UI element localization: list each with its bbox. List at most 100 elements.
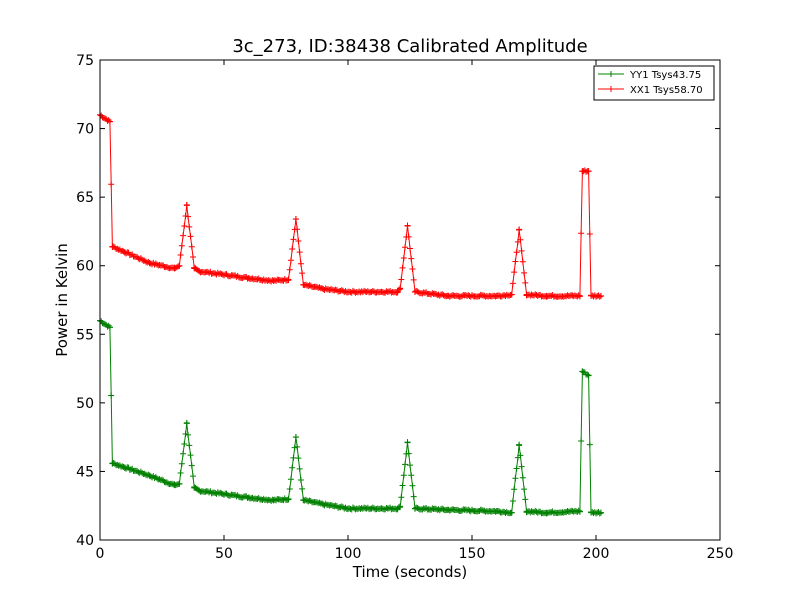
- data-point-marker: [289, 464, 296, 471]
- data-point-marker: [404, 439, 411, 446]
- y-tick-label: 50: [76, 396, 94, 412]
- data-point-marker: [176, 262, 183, 269]
- data-point-marker: [108, 392, 115, 399]
- data-point-marker: [187, 452, 194, 459]
- x-axis: 0 50 100 150 200 250: [96, 60, 734, 562]
- data-point-marker: [405, 450, 412, 457]
- data-point-marker: [299, 270, 306, 277]
- data-point-marker: [405, 233, 412, 240]
- data-point-marker: [185, 213, 192, 220]
- data-point-marker: [522, 496, 529, 503]
- data-point-marker: [400, 254, 407, 261]
- data-point-marker: [398, 494, 405, 501]
- legend-box: [593, 65, 715, 101]
- data-point-marker: [286, 266, 293, 273]
- data-point-marker: [180, 232, 187, 239]
- data-point-marker: [285, 495, 292, 502]
- data-point-marker: [585, 372, 592, 379]
- data-point-marker: [398, 276, 405, 283]
- data-point-marker: [183, 202, 190, 209]
- data-point-marker: [106, 324, 113, 331]
- data-point-marker: [408, 255, 415, 262]
- data-point-marker: [190, 473, 196, 480]
- data-point-marker: [511, 269, 518, 276]
- data-point-marker: [508, 291, 515, 298]
- data-point-marker: [410, 493, 417, 500]
- data-point-marker: [289, 246, 296, 253]
- data-point-marker: [186, 223, 193, 230]
- legend: YY1 Tsys43.75 XX1 Tsys58.70: [593, 65, 715, 101]
- data-point-marker: [513, 249, 520, 256]
- data-point-marker: [185, 431, 192, 438]
- data-point-marker: [188, 462, 195, 469]
- data-point-marker: [178, 242, 185, 249]
- data-point-marker: [178, 460, 185, 467]
- data-point-marker: [299, 485, 306, 492]
- data-point-marker: [407, 245, 413, 252]
- data-point-marker: [408, 472, 415, 479]
- data-point-marker: [597, 509, 604, 516]
- data-point-marker: [187, 233, 194, 240]
- data-point-marker: [586, 441, 593, 448]
- data-point-marker: [399, 264, 406, 271]
- data-point-marker: [297, 260, 304, 267]
- data-point-marker: [108, 181, 115, 188]
- data-point-marker: [292, 434, 299, 441]
- data-point-marker: [297, 476, 304, 483]
- data-point-marker: [290, 236, 297, 243]
- data-point-marker: [509, 498, 516, 505]
- data-point-marker: [519, 258, 526, 265]
- data-point-marker: [517, 236, 524, 243]
- data-point-marker: [404, 222, 411, 229]
- y-tick-label: 65: [76, 190, 94, 206]
- data-point-marker: [186, 442, 193, 449]
- data-point-marker: [513, 465, 520, 472]
- x-tick-label: 0: [96, 546, 105, 562]
- data-point-marker: [584, 371, 591, 378]
- series-markers-1: [97, 111, 604, 300]
- data-point-marker: [578, 230, 585, 237]
- data-point-marker: [511, 486, 518, 493]
- y-tick-label: 40: [76, 533, 94, 549]
- data-point-marker: [180, 450, 187, 457]
- x-tick-label: 200: [583, 546, 610, 562]
- data-point-marker: [517, 452, 524, 459]
- data-point-marker: [292, 216, 299, 223]
- data-point-marker: [287, 476, 294, 483]
- x-tick-label: 250: [707, 546, 734, 562]
- data-point-marker: [190, 253, 196, 260]
- data-point-marker: [183, 420, 190, 427]
- data-point-marker: [294, 226, 301, 233]
- data-point-marker: [518, 247, 525, 254]
- data-point-marker: [397, 286, 404, 293]
- data-point-marker: [512, 475, 519, 482]
- data-point-marker: [188, 243, 195, 250]
- data-point-marker: [287, 257, 294, 264]
- y-tick-label: 60: [76, 259, 94, 275]
- data-point-marker: [106, 118, 113, 125]
- data-point-marker: [596, 293, 603, 300]
- data-point-marker: [409, 482, 416, 489]
- data-point-marker: [576, 292, 583, 299]
- data-point-marker: [295, 455, 302, 462]
- data-point-marker: [175, 263, 182, 270]
- data-point-marker: [410, 276, 417, 283]
- y-axis: 40 45 50 55 60 65 70 75: [76, 53, 720, 549]
- data-point-marker: [516, 442, 523, 449]
- data-point-marker: [402, 244, 409, 251]
- x-tick-label: 50: [215, 546, 233, 562]
- data-point-marker: [402, 461, 409, 468]
- legend-marker-1: [608, 86, 614, 92]
- data-point-marker: [177, 251, 184, 258]
- data-point-marker: [586, 231, 593, 238]
- data-point-marker: [576, 508, 583, 515]
- data-point-marker: [296, 465, 303, 472]
- y-axis-label: Power in Kelvin: [53, 243, 71, 357]
- data-point-marker: [399, 482, 406, 489]
- legend-label-0: YY1 Tsys43.75: [629, 70, 701, 81]
- y-tick-label: 55: [76, 327, 94, 343]
- data-point-marker: [181, 222, 188, 229]
- data-point-marker: [522, 279, 529, 286]
- data-point-marker: [518, 463, 525, 470]
